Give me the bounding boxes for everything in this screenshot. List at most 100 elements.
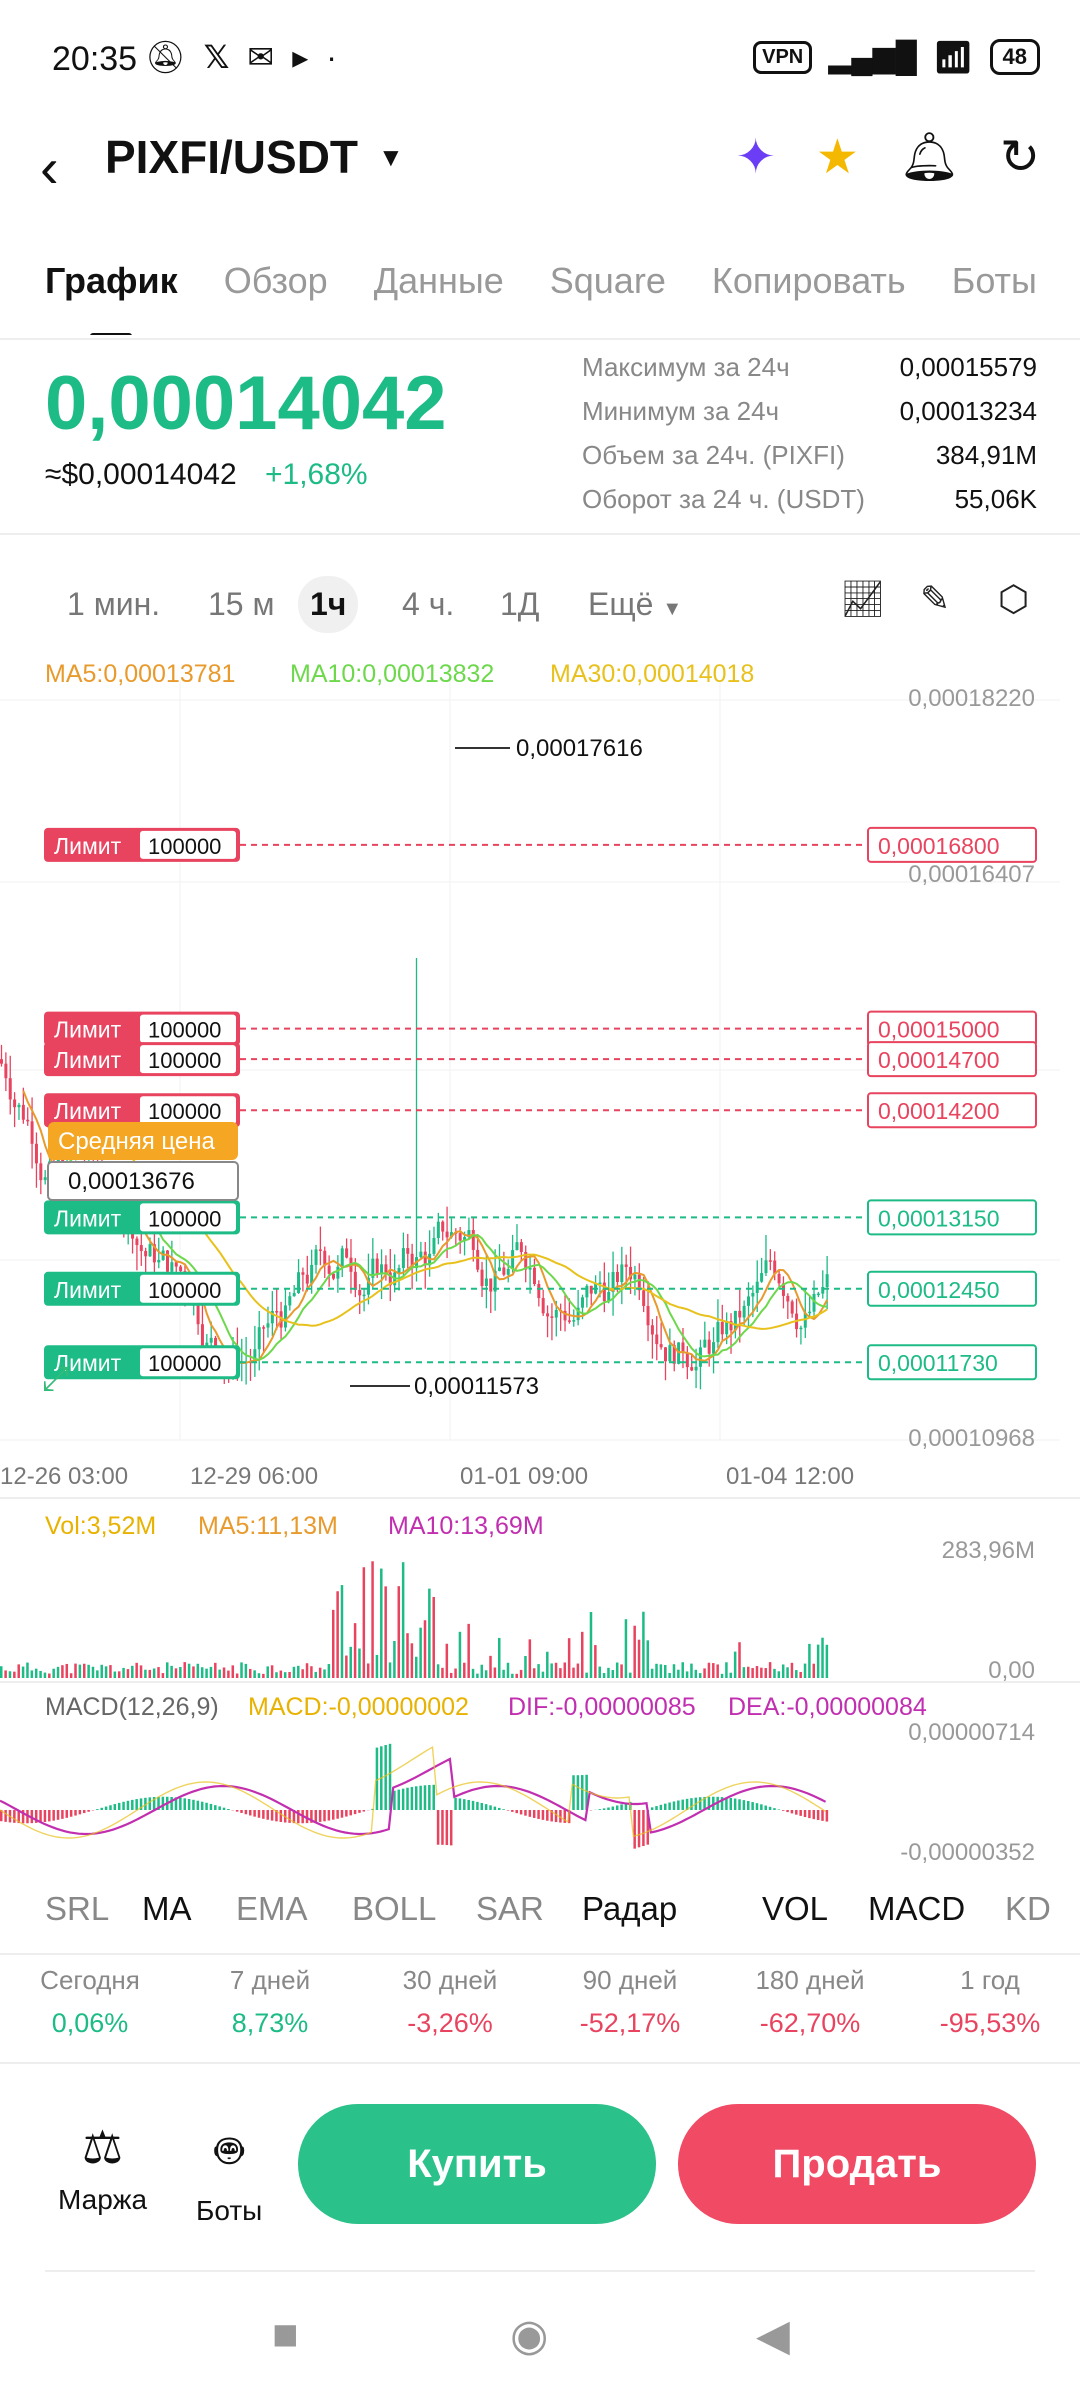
sell-limit-tag[interactable]: Лимит 100000 0,00015000 [44, 1010, 1037, 1047]
home-icon[interactable]: ◉ [510, 2311, 549, 2360]
alert-bell-icon[interactable]: 🔔︎ [898, 131, 960, 184]
interval-1h[interactable]: 1ч [298, 576, 359, 633]
sell-limit-tag[interactable]: Лимит 100000 0,00014700 [44, 1041, 1037, 1078]
x-app-icon: 𝕏 [203, 39, 230, 75]
interval-1m[interactable]: 1 мин. [67, 586, 161, 622]
indicator-radar[interactable]: Радар [582, 1890, 678, 1927]
indicator-boll[interactable]: BOLL [352, 1890, 437, 1927]
limit-qty: 100000 [148, 1099, 221, 1124]
volume-bar [91, 1666, 95, 1678]
draw-pencil-icon[interactable]: ✎ [920, 578, 951, 619]
tab-data[interactable]: Данные [373, 260, 504, 301]
indicator-kd[interactable]: KD [1005, 1890, 1051, 1927]
volume-bar [624, 1619, 628, 1678]
chart-settings-icon[interactable]: ⬡ [998, 578, 1030, 619]
volume-bar [777, 1671, 781, 1678]
macd-histogram-bar [790, 1810, 794, 1814]
buy-button[interactable]: Купить [298, 2104, 656, 2224]
star-icon[interactable]: ★ [815, 130, 859, 184]
candle-body [567, 1320, 571, 1322]
macd-histogram-bar [585, 1774, 588, 1810]
sell-limit-price-box [867, 826, 1037, 863]
candle-body [8, 1078, 12, 1100]
tab-square[interactable]: Square [549, 260, 666, 301]
macd-histogram-bar [340, 1810, 344, 1818]
limit-qty: 100000 [148, 1206, 221, 1231]
tab-chart[interactable]: График [45, 255, 178, 335]
candle-body [174, 1262, 178, 1267]
tab-copy[interactable]: Копировать [711, 260, 906, 301]
volume-bar [511, 1673, 514, 1678]
volume-bar [576, 1663, 580, 1678]
indicator-ma[interactable]: MA [142, 1890, 192, 1927]
limit-price: 0,00015000 [878, 1017, 1000, 1043]
volume-bar [594, 1645, 597, 1678]
buy-limit-tag[interactable]: Лимит 100000 0,00013150 [44, 1199, 1037, 1236]
indicator-settings-icon[interactable]: 📈︎ [840, 578, 886, 619]
share-icon[interactable]: ↻ [999, 130, 1040, 184]
stat-row: Минимум за 24ч 0,00013234 [582, 389, 1037, 433]
volume-bar [581, 1631, 584, 1678]
expand-icon[interactable]: ⤢ [42, 1359, 69, 1399]
indicator-vol[interactable]: VOL [762, 1890, 829, 1927]
buy-limit-qty-bg [140, 1348, 236, 1377]
avg-price-tag [48, 1122, 238, 1160]
volume-bar [445, 1643, 449, 1678]
sell-limit-price-box [867, 1041, 1037, 1078]
candle-body [541, 1298, 545, 1314]
volume-bar [585, 1672, 588, 1678]
macd-histogram-bar [480, 1802, 484, 1810]
macd-histogram-bar [227, 1809, 230, 1810]
indicator-macd[interactable]: MACD [868, 1890, 966, 1927]
volume-bar [795, 1670, 798, 1678]
interval-4h[interactable]: 4 ч. [402, 586, 455, 622]
volume-bar [43, 1672, 47, 1678]
tab-overview[interactable]: Обзор [223, 260, 328, 301]
status-system: VPN ▂▄▆█ 📶︎ 48 [753, 38, 1040, 76]
candle-body [476, 1249, 480, 1270]
candle-body [366, 1277, 370, 1295]
candle-body [712, 1342, 716, 1354]
interval-1d[interactable]: 1Д [500, 586, 540, 622]
tab-bots[interactable]: Боты [951, 260, 1037, 301]
sell-button[interactable]: Продать [678, 2104, 1036, 2224]
margin-button[interactable]: ⚖ Маржа [58, 2120, 147, 2216]
limit-label: Лимит [54, 833, 122, 859]
volume-bar [541, 1671, 545, 1678]
back-nav-icon[interactable]: ◀ [756, 2311, 790, 2360]
interval-15m[interactable]: 15 м [208, 586, 275, 622]
bots-button[interactable]: 🤖︎ Боты [196, 2120, 262, 2227]
ai-sparkle-icon[interactable]: ✦ [735, 130, 776, 184]
macd-histogram-bar [668, 1802, 671, 1810]
macd-legend-dea: DEA:-0,00000084 [728, 1693, 927, 1721]
indicator-ema[interactable]: EMA [236, 1890, 308, 1927]
limit-label: Лимит [54, 1098, 122, 1124]
ma-lines [22, 1090, 828, 1365]
vol-max: 283,96M [942, 1537, 1035, 1564]
volume-bar [441, 1667, 444, 1678]
macd-histogram-bar [314, 1810, 318, 1823]
back-icon[interactable]: ‹ [40, 136, 59, 199]
macd-histogram-bar [214, 1805, 217, 1810]
buy-limit-tag[interactable]: Лимит 100000 0,00011730 [44, 1344, 1037, 1381]
macd-histogram-bar [310, 1810, 313, 1823]
buy-limit-tag[interactable]: Лимит 100000 0,00012450 [44, 1270, 1037, 1307]
macd-histogram-bar [410, 1786, 414, 1810]
volume-bar [506, 1662, 510, 1678]
sell-limit-tag[interactable]: Лимит 100000 0,00014200 [44, 1092, 1037, 1129]
candle-body [463, 1237, 467, 1241]
limit-price: 0,00014700 [878, 1047, 1000, 1073]
indicator-sar[interactable]: SAR [476, 1890, 544, 1927]
price-chart[interactable]: Лимит 100000 0,00016800 Лимит 100000 0,000150… [0, 650, 1080, 1870]
pair-title[interactable]: PIXFI/USDT [105, 131, 359, 183]
indicator-srl[interactable]: SRL [45, 1890, 110, 1927]
sell-limit-tag[interactable]: Лимит 100000 0,00016800 [44, 826, 1037, 863]
chevron-down-icon[interactable]: ▼ [378, 142, 404, 172]
sell-limit-price-box [867, 1092, 1037, 1129]
macd-histogram-bar [4, 1810, 7, 1822]
candle-body [484, 1278, 488, 1286]
interval-more[interactable]: Ещё ▼ [576, 576, 694, 633]
recent-apps-icon[interactable]: ■ [272, 2310, 299, 2359]
macd-legend-macd: MACD:-0,00000002 [248, 1693, 469, 1721]
volume-bar [358, 1648, 361, 1678]
